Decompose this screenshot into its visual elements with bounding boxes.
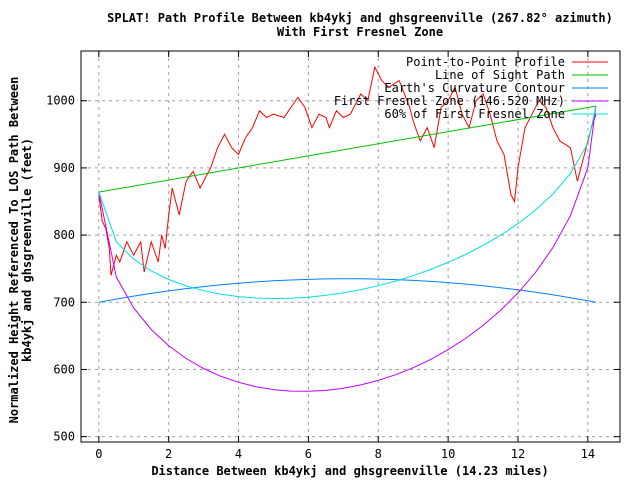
x-tick-label: 8 (375, 447, 382, 461)
legend-label: 60% of First Fresnel Zone (384, 107, 565, 121)
series-line-1 (98, 105, 596, 193)
legend-label: Line of Sight Path (435, 68, 565, 82)
x-axis-label: Distance Between kb4ykj and ghsgreenvill… (151, 464, 548, 478)
x-tick-label: 14 (581, 447, 595, 461)
x-tick-label: 12 (511, 447, 525, 461)
y-axis-label-line-1: Normalized Height Referenced To LOS Path… (7, 77, 21, 424)
legend-label: First Fresnel Zone (146.520 MHz) (334, 94, 565, 108)
series-line-4 (98, 105, 597, 300)
chart-subtitle: With First Fresnel Zone (277, 25, 443, 39)
x-tick-label: 10 (441, 447, 455, 461)
y-tick-label: 700 (53, 295, 75, 309)
x-tick-label: 6 (305, 447, 312, 461)
plot-frame (80, 50, 621, 443)
series-line-2 (98, 278, 596, 303)
y-tick-label: 1000 (46, 94, 75, 108)
y-tick-label: 900 (53, 161, 75, 175)
y-axis-label-line-2: kb4ykj and ghsgreenville (feet) (20, 138, 34, 362)
legend-label: Earth's Curvature Contour (384, 81, 565, 95)
series-lines (98, 65, 597, 392)
y-tick-label: 500 (53, 430, 75, 444)
x-tick-label: 0 (95, 447, 102, 461)
axis-ticks: 0 2 4 6 8 10 12 14 500 600 700 800 900 1000 (46, 51, 620, 461)
series-line-0 (98, 65, 597, 276)
y-tick-label: 800 (53, 228, 75, 242)
y-tick-label: 600 (53, 362, 75, 376)
legend-label: Point-to-Point Profile (406, 55, 565, 69)
x-tick-label: 4 (235, 447, 242, 461)
series-line-3 (98, 106, 597, 392)
x-tick-label: 2 (165, 447, 172, 461)
chart-title: SPLAT! Path Profile Between kb4ykj and g… (107, 11, 613, 25)
